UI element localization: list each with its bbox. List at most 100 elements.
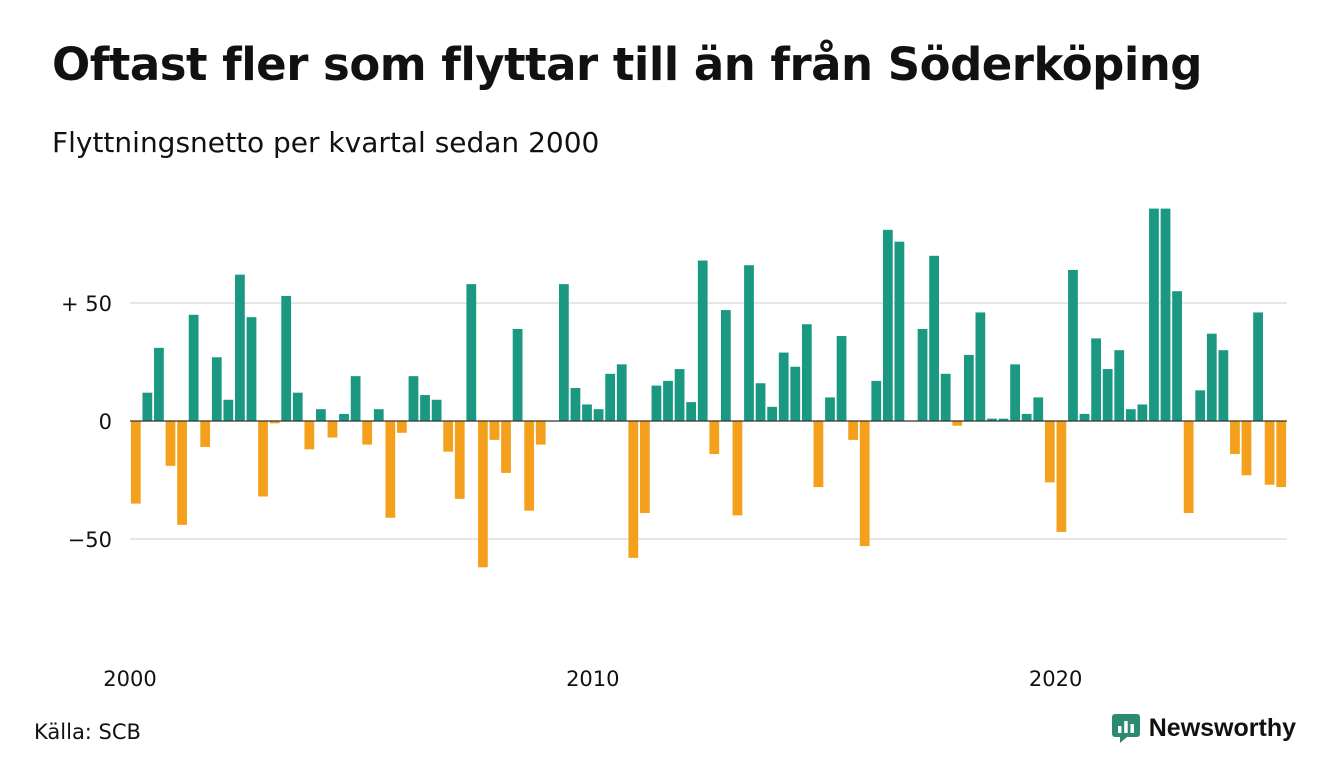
brand-name: Newsworthy	[1148, 713, 1296, 742]
bar	[524, 421, 535, 511]
bar	[848, 421, 859, 440]
bar	[501, 421, 511, 473]
x-tick-label: 2000	[103, 667, 156, 691]
bar	[466, 284, 477, 421]
bar	[1068, 269, 1078, 421]
bar	[709, 421, 720, 455]
bar	[963, 354, 974, 421]
bar	[1241, 421, 1252, 476]
bar	[1218, 350, 1229, 421]
bar	[1021, 413, 1032, 421]
y-tick-label: −50	[68, 528, 112, 552]
bar	[454, 421, 465, 499]
bar	[431, 399, 442, 421]
bar	[1149, 208, 1159, 421]
y-tick-label: + 50	[61, 292, 112, 316]
bar	[1276, 421, 1287, 488]
bar	[246, 317, 257, 421]
bar	[489, 421, 500, 440]
bar	[1033, 397, 1044, 421]
bar	[478, 421, 488, 568]
x-axis-ticks: 2000 2010 2020	[103, 667, 1082, 691]
grid-layer	[130, 302, 1287, 540]
bar	[420, 395, 430, 421]
bar	[1172, 291, 1182, 421]
bar	[639, 421, 650, 514]
bar	[1056, 421, 1067, 532]
source-note: Källa: SCB	[34, 720, 141, 744]
bar	[674, 369, 685, 421]
bar	[1264, 421, 1275, 485]
bar	[940, 373, 951, 421]
bar	[987, 418, 997, 421]
bar	[258, 421, 268, 497]
bar	[1183, 421, 1194, 514]
bar	[929, 255, 939, 421]
x-tick-label: 2010	[566, 667, 619, 691]
bar	[825, 397, 835, 421]
bar	[512, 328, 523, 421]
chart-subtitle: Flyttningsnetto per kvartal sedan 2000	[52, 126, 600, 159]
bar	[269, 421, 280, 424]
bar	[1114, 350, 1125, 421]
bar	[385, 421, 396, 518]
bar	[362, 421, 373, 445]
bar	[1102, 369, 1113, 421]
bar	[1206, 333, 1217, 421]
newsworthy-logo-icon	[1111, 714, 1140, 743]
bar	[188, 314, 199, 421]
bar	[605, 373, 616, 421]
bar	[663, 380, 673, 421]
bar	[801, 324, 812, 421]
bar	[142, 392, 153, 421]
bar	[397, 421, 407, 433]
bar	[732, 421, 743, 516]
bar	[130, 421, 141, 504]
bar	[697, 260, 708, 421]
bar	[651, 385, 662, 421]
bar	[1230, 421, 1240, 455]
bar	[304, 421, 315, 450]
bar	[686, 402, 697, 421]
bar	[443, 421, 454, 452]
bar	[836, 336, 847, 421]
bar	[339, 413, 349, 421]
bar	[1160, 208, 1171, 421]
bar	[871, 380, 882, 421]
bar	[200, 421, 211, 447]
bar	[350, 376, 361, 421]
bar	[292, 392, 303, 421]
y-tick-label: 0	[99, 410, 112, 434]
bar	[790, 366, 801, 421]
bar	[616, 364, 627, 421]
chart-title: Oftast fler som flyttar till än från Söd…	[52, 38, 1203, 91]
bar	[1195, 390, 1206, 421]
bar	[593, 409, 604, 421]
bar	[998, 418, 1009, 421]
bar	[316, 409, 326, 421]
bar	[859, 421, 870, 547]
bar	[720, 310, 731, 421]
bar	[570, 387, 581, 421]
bar	[408, 376, 419, 421]
bar	[327, 421, 338, 438]
bar	[1010, 364, 1020, 421]
bar	[952, 421, 963, 426]
x-tick-label: 2020	[1029, 667, 1082, 691]
bar	[882, 229, 893, 421]
bar	[535, 421, 546, 445]
bar	[1125, 409, 1136, 421]
bar	[778, 352, 789, 421]
bar	[281, 295, 292, 421]
bar	[755, 383, 766, 421]
bar	[1253, 312, 1263, 421]
bar	[1044, 421, 1055, 483]
bar	[235, 274, 245, 421]
bar	[177, 421, 187, 525]
bar	[165, 421, 176, 466]
y-axis-ticks: + 50 0 −50	[61, 292, 112, 552]
bar	[1091, 338, 1101, 421]
brand[interactable]: Newsworthy	[1111, 713, 1296, 743]
bar	[917, 328, 928, 421]
bar	[813, 421, 824, 488]
